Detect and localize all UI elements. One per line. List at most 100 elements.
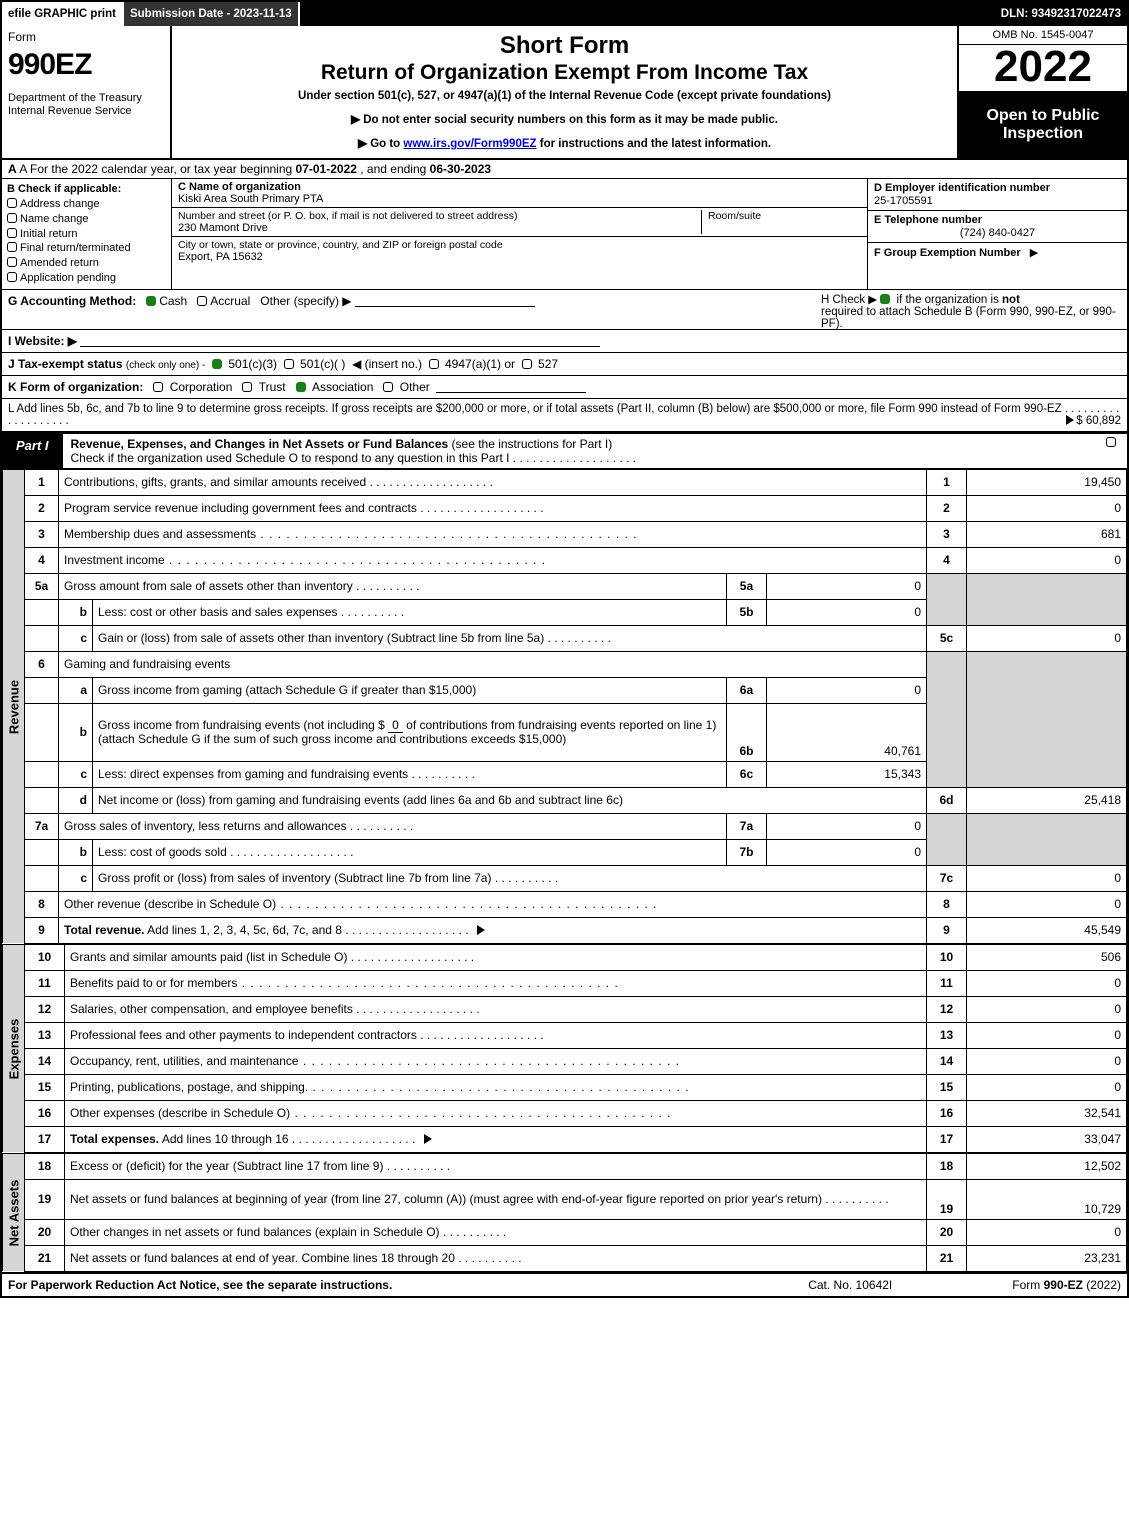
line-amount: 0 <box>967 865 1127 891</box>
h-rest: required to attach Schedule B (Form 990,… <box>821 306 1116 330</box>
b-item-final-return[interactable]: Final return/terminated <box>7 241 166 256</box>
sidebar-net-assets-label: Net Assets <box>6 1179 21 1246</box>
letter-a: A <box>8 162 17 176</box>
line-ref: 8 <box>927 891 967 917</box>
line-ref: 3 <box>927 521 967 547</box>
k-trust: Trust <box>259 380 286 394</box>
grey-cell <box>967 839 1127 865</box>
dots <box>227 845 354 859</box>
g-other: Other (specify) <box>260 294 339 308</box>
line-6a: a Gross income from gaming (attach Sched… <box>3 677 1127 703</box>
checkbox-h-checked[interactable] <box>880 294 890 304</box>
line-num: 9 <box>25 917 59 943</box>
underlined-amount: 0 <box>388 718 403 733</box>
c-city-row: City or town, state or province, country… <box>172 237 867 265</box>
checkbox-501c3-checked[interactable] <box>212 359 222 369</box>
line-6c: c Less: direct expenses from gaming and … <box>3 761 1127 787</box>
line-ref: 17 <box>927 1126 967 1152</box>
grey-cell <box>967 599 1127 625</box>
g-label: G Accounting Method: <box>8 294 136 308</box>
checkbox-cash-checked[interactable] <box>146 296 156 306</box>
line-desc: Printing, publications, postage, and shi… <box>65 1074 927 1100</box>
part-1-tab: Part I <box>2 434 63 468</box>
line-5b: b Less: cost or other basis and sales ex… <box>3 599 1127 625</box>
b-item-application-pending[interactable]: Application pending <box>7 271 166 286</box>
line-ref: 16 <box>927 1100 967 1126</box>
dots <box>366 475 493 489</box>
line-desc: Other expenses (describe in Schedule O) <box>65 1100 927 1126</box>
line-num: 17 <box>25 1126 65 1152</box>
column-b-checkboxes: B Check if applicable: Address change Na… <box>2 179 172 289</box>
checkbox-other[interactable] <box>383 382 393 392</box>
line-desc: Gross income from fundraising events (no… <box>93 703 727 761</box>
grey-cell <box>967 573 1127 599</box>
line-amount: 33,047 <box>967 1126 1127 1152</box>
line-desc: Total expenses. Add lines 10 through 16 <box>65 1126 927 1152</box>
line-amount: 32,541 <box>967 1100 1127 1126</box>
line-desc: Gross sales of inventory, less returns a… <box>59 813 727 839</box>
j-4947: 4947(a)(1) or <box>445 357 515 371</box>
line-15: 15Printing, publications, postage, and s… <box>3 1074 1127 1100</box>
g-accrual: Accrual <box>210 294 250 308</box>
dots <box>299 1054 680 1068</box>
line-amount: 12,502 <box>967 1153 1127 1179</box>
line-sub: c <box>59 865 93 891</box>
grey-cell <box>927 573 967 599</box>
desc-text: Other changes in net assets or fund bala… <box>70 1225 440 1239</box>
efile-segment: efile GRAPHIC print <box>2 2 124 26</box>
line-amount: 0 <box>967 891 1127 917</box>
line-12: 12Salaries, other compensation, and empl… <box>3 996 1127 1022</box>
b-item-amended-return[interactable]: Amended return <box>7 256 166 271</box>
b-item-initial-return[interactable]: Initial return <box>7 227 166 242</box>
desc-text: Contributions, gifts, grants, and simila… <box>64 475 366 489</box>
desc-text: Other revenue (describe in Schedule O) <box>64 897 276 911</box>
line-num: 16 <box>25 1100 65 1126</box>
grey-cell <box>927 839 967 865</box>
return-title: Return of Organization Exempt From Incom… <box>321 62 808 84</box>
line-desc: Net assets or fund balances at end of ye… <box>65 1245 927 1271</box>
irs-link[interactable]: www.irs.gov/Form990EZ <box>403 138 536 150</box>
line-5a: 5a Gross amount from sale of assets othe… <box>3 573 1127 599</box>
mini-label: 7a <box>726 813 766 839</box>
checkbox-501c[interactable] <box>284 359 294 369</box>
mini-label: 6a <box>726 677 766 703</box>
checkbox-corporation[interactable] <box>153 382 163 392</box>
line-10: Expenses 10 Grants and similar amounts p… <box>3 944 1127 970</box>
line-ref: 7c <box>927 865 967 891</box>
b-item-name-change[interactable]: Name change <box>7 212 166 227</box>
line-desc: Gaming and fundraising events <box>59 651 927 677</box>
line-7c: c Gross profit or (loss) from sales of i… <box>3 865 1127 891</box>
sidebar-revenue-label: Revenue <box>6 680 21 734</box>
checkbox-trust[interactable] <box>242 382 252 392</box>
under-section-note: Under section 501(c), 527, or 4947(a)(1)… <box>298 90 831 102</box>
checkbox-accrual[interactable] <box>197 296 207 306</box>
desc-text: Program service revenue including govern… <box>64 501 417 515</box>
line-ref: 4 <box>927 547 967 573</box>
c-room-label: Room/suite <box>708 210 761 222</box>
line-desc: Grants and similar amounts paid (list in… <box>65 944 927 970</box>
line-desc: Gross income from gaming (attach Schedul… <box>93 677 727 703</box>
line-desc: Contributions, gifts, grants, and simila… <box>59 469 927 495</box>
grey-cell <box>927 813 967 839</box>
department-treasury: Department of the Treasury Internal Reve… <box>8 92 164 117</box>
g-cash: Cash <box>159 294 187 308</box>
k-label: K Form of organization: <box>8 380 143 394</box>
checkbox-part1[interactable] <box>1106 437 1116 447</box>
line-num: 21 <box>25 1245 65 1271</box>
sidebar-expenses: Expenses <box>3 944 25 1152</box>
checkbox-527[interactable] <box>522 359 532 369</box>
line-num: 7a <box>25 813 59 839</box>
desc-text: Less: cost of goods sold <box>98 845 227 859</box>
row-j-tax-exempt: J Tax-exempt status (check only one) - 5… <box>2 353 1127 376</box>
a-begin-date: 07-01-2022 <box>296 162 357 176</box>
desc-text: Salaries, other compensation, and employ… <box>70 1002 353 1016</box>
notice-goto: ▶Go to www.irs.gov/Form990EZ for instruc… <box>358 136 771 150</box>
line-desc: Less: direct expenses from gaming and fu… <box>93 761 727 787</box>
b-item-address-change[interactable]: Address change <box>7 197 166 212</box>
dots <box>276 897 657 911</box>
line-9: 9 Total revenue. Add lines 1, 2, 3, 4, 5… <box>3 917 1127 943</box>
checkbox-association-checked[interactable] <box>296 382 306 392</box>
checkbox-4947[interactable] <box>429 359 439 369</box>
row-g-accounting: G Accounting Method: Cash Accrual Other … <box>2 290 1127 330</box>
grey-cell <box>927 703 967 761</box>
